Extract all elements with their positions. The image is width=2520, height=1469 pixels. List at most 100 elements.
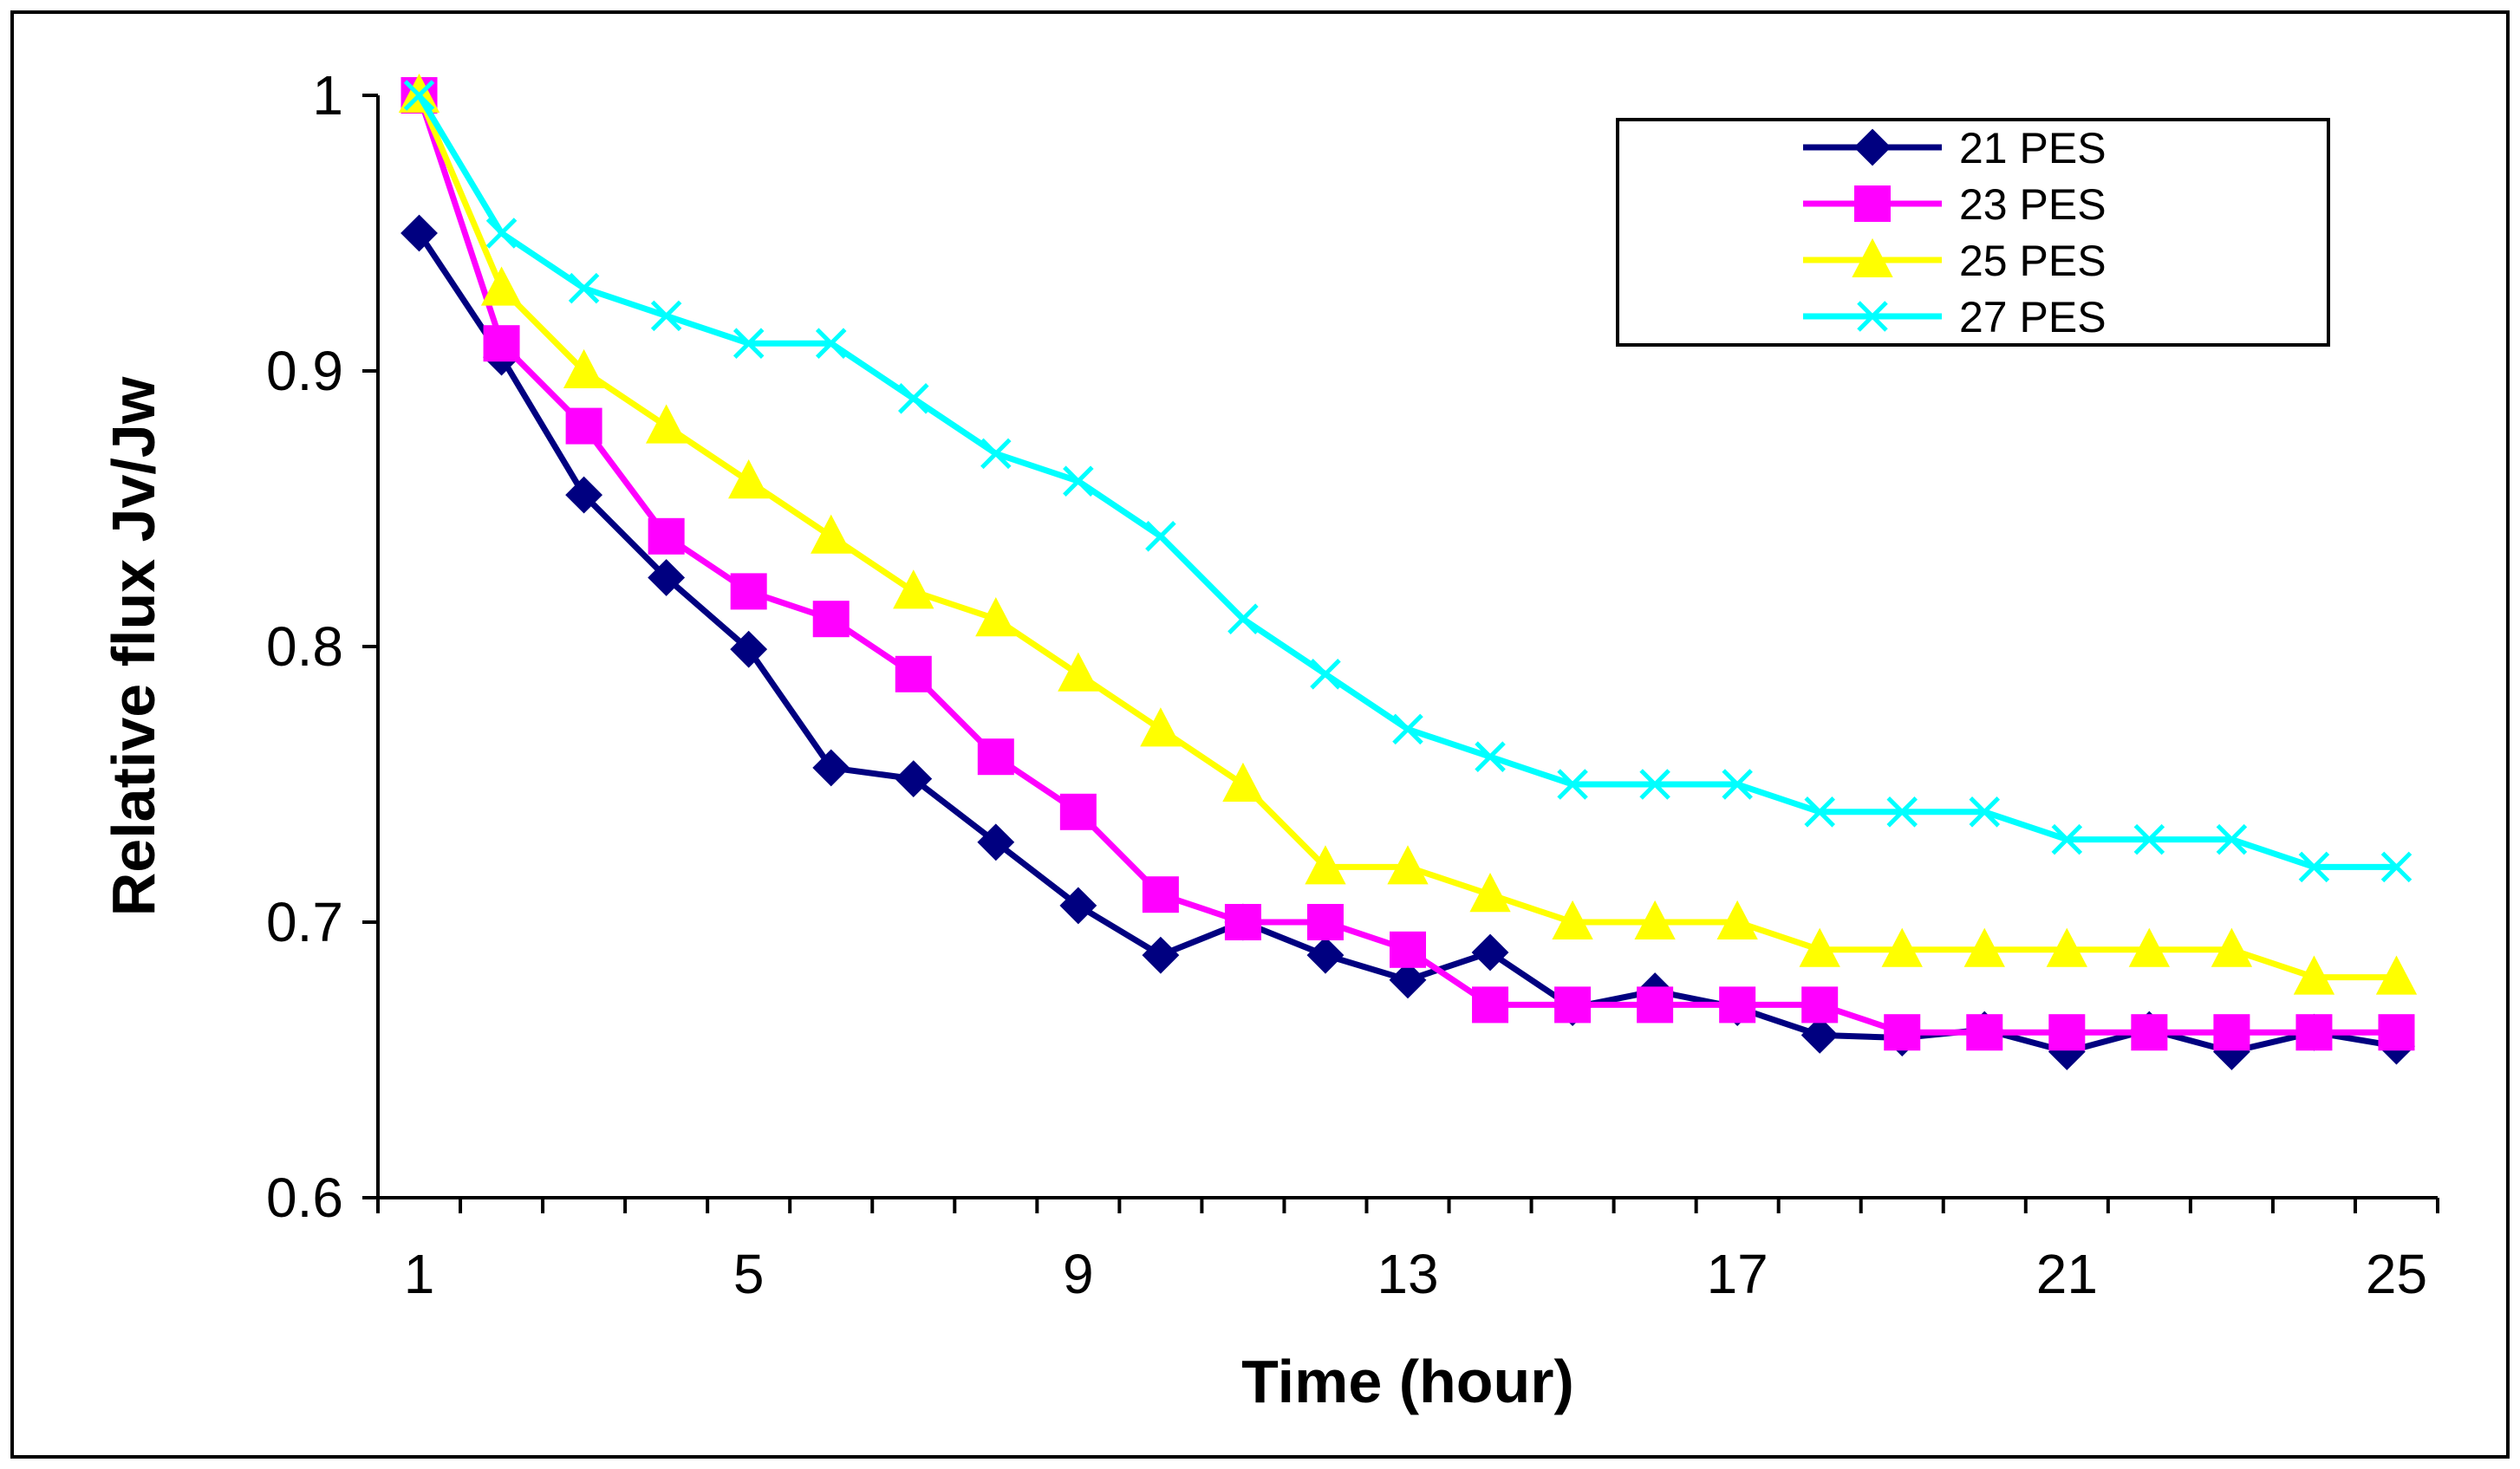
y-tick-label: 0.9 <box>266 340 343 402</box>
data-point-25-pes <box>2046 927 2087 967</box>
data-point-21-pes <box>977 823 1015 861</box>
x-tick-label: 13 <box>1377 1243 1438 1305</box>
data-point-27-pes <box>1557 769 1588 800</box>
data-point-27-pes <box>568 272 600 304</box>
data-point-21-pes <box>1389 961 1427 999</box>
data-point-27-pes <box>1310 659 1341 690</box>
data-point-25-pes <box>2293 955 2335 995</box>
data-point-27-pes <box>1475 741 1506 772</box>
y-tick-label: 0.7 <box>266 891 343 953</box>
data-point-27-pes <box>815 328 847 359</box>
data-point-23-pes <box>483 325 520 362</box>
data-point-27-pes <box>2133 823 2165 855</box>
data-point-25-pes <box>2211 927 2253 967</box>
data-point-27-pes <box>2051 823 2083 855</box>
data-point-27-pes <box>1145 521 1176 552</box>
data-point-21-pes <box>648 559 686 596</box>
legend-swatch-marker <box>1857 301 1888 332</box>
legend-label: 21 PES <box>1959 124 2107 172</box>
data-point-27-pes <box>485 218 518 249</box>
data-point-27-pes <box>980 438 1012 470</box>
data-point-23-pes <box>1554 986 1592 1024</box>
data-point-25-pes <box>480 266 523 306</box>
x-tick-label: 5 <box>733 1243 765 1305</box>
data-point-23-pes <box>1306 904 1344 940</box>
data-point-21-pes <box>730 630 768 668</box>
data-point-23-pes <box>730 573 767 610</box>
y-axis-title: Relative flux Jv/Jw <box>100 376 167 916</box>
data-point-25-pes <box>1140 707 1182 747</box>
x-tick-label: 1 <box>404 1243 435 1305</box>
data-point-27-pes <box>1886 796 1918 828</box>
data-point-23-pes <box>565 407 602 445</box>
x-axis-title: Time (hour) <box>1241 1348 1574 1415</box>
data-point-27-pes <box>2298 851 2330 883</box>
legend-item-25-pes: 25 PES <box>1803 237 2107 285</box>
data-point-23-pes <box>1059 793 1097 830</box>
data-point-25-pes <box>1305 845 1346 885</box>
data-point-23-pes <box>648 517 685 555</box>
legend-label: 23 PES <box>1959 180 2107 229</box>
data-point-25-pes <box>1963 927 2005 967</box>
x-tick-label: 17 <box>1707 1243 1768 1305</box>
data-point-23-pes <box>1224 904 1261 940</box>
data-point-27-pes <box>733 328 765 359</box>
data-point-25-pes <box>728 459 770 499</box>
x-tick-label: 25 <box>2366 1243 2427 1305</box>
legend: 21 PES 23 PES 25 PES 27 PES <box>1616 118 2330 347</box>
x-ticks: 1 5 9 13 17 21 25 <box>376 1198 2439 1305</box>
data-point-25-pes <box>1716 900 1758 939</box>
data-point-27-pes <box>2216 823 2248 855</box>
legend-item-21-pes: 21 PES <box>1803 124 2107 172</box>
data-point-21-pes <box>1142 936 1180 974</box>
data-point-23-pes <box>812 601 850 638</box>
data-point-23-pes <box>2378 1014 2415 1051</box>
data-point-25-pes <box>2375 955 2418 995</box>
data-point-21-pes <box>895 760 933 798</box>
legend-items: 21 PES 23 PES 25 PES 27 PES <box>1803 124 2107 341</box>
data-point-25-pes <box>1881 927 1923 967</box>
data-point-27-pes <box>2380 851 2413 883</box>
data-point-25-pes <box>1634 900 1676 939</box>
data-point-23-pes <box>1719 986 1756 1024</box>
data-point-23-pes <box>895 655 932 692</box>
data-point-27-pes <box>1227 603 1259 634</box>
data-point-27-pes <box>1392 713 1423 745</box>
legend-swatch-marker <box>1853 128 1892 166</box>
data-point-23-pes <box>1884 1014 1921 1051</box>
data-point-27-pes <box>897 383 929 414</box>
data-point-25-pes <box>1222 762 1264 802</box>
data-point-25-pes <box>563 348 605 388</box>
data-point-21-pes <box>400 214 438 252</box>
legend-label: 25 PES <box>1959 237 2107 285</box>
x-tick-label: 21 <box>2036 1243 2098 1305</box>
data-point-25-pes <box>811 514 852 554</box>
legend-label: 27 PES <box>1959 293 2107 341</box>
data-point-21-pes <box>565 476 603 514</box>
data-point-23-pes <box>2295 1014 2333 1051</box>
series-layer <box>398 73 2418 1070</box>
data-point-27-pes <box>403 80 435 111</box>
data-point-23-pes <box>1966 1014 2003 1051</box>
data-point-23-pes <box>1390 931 1426 968</box>
data-point-23-pes <box>1801 986 1839 1024</box>
data-point-23-pes <box>2131 1014 2168 1051</box>
data-point-21-pes <box>1306 936 1345 974</box>
data-point-21-pes <box>812 749 850 787</box>
data-point-27-pes <box>1722 769 1753 800</box>
data-point-25-pes <box>893 569 934 609</box>
y-tick-label: 0.6 <box>266 1167 343 1229</box>
data-point-21-pes <box>1800 1016 1839 1054</box>
data-point-21-pes <box>1471 933 1509 972</box>
y-tick-label: 1 <box>312 64 343 127</box>
legend-swatch-marker <box>1854 185 1891 222</box>
data-point-25-pes <box>645 404 687 444</box>
data-point-27-pes <box>650 300 682 332</box>
data-point-25-pes <box>1387 845 1429 885</box>
data-point-27-pes <box>1969 796 2001 828</box>
series-27-pes <box>403 80 2413 883</box>
legend-swatch-marker <box>1852 237 1893 277</box>
data-point-25-pes <box>1469 873 1511 913</box>
legend-item-23-pes: 23 PES <box>1803 180 2107 229</box>
x-tick-label: 9 <box>1063 1243 1094 1305</box>
